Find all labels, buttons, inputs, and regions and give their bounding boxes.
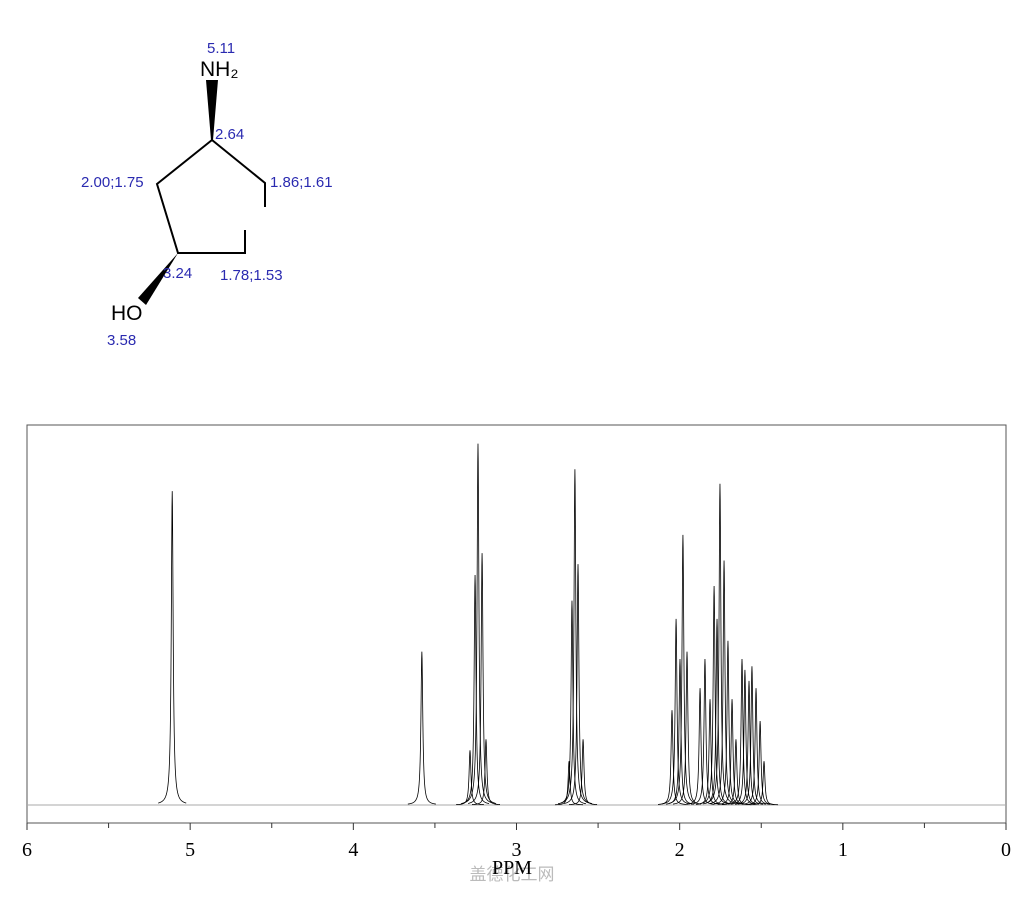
- shift-label: 3.24: [163, 265, 192, 282]
- peak: [463, 443, 493, 804]
- peak: [709, 560, 739, 804]
- x-axis-label: PPM: [492, 857, 532, 879]
- x-tick-label: 0: [1001, 839, 1011, 861]
- shift-label: 3.58: [107, 332, 136, 349]
- peak: [741, 688, 771, 805]
- x-tick-label: 4: [348, 839, 358, 861]
- peak: [158, 491, 187, 804]
- peak: [560, 469, 590, 804]
- peak: [737, 666, 766, 805]
- peak: [662, 618, 691, 805]
- atom-label: NH₂: [200, 58, 238, 81]
- wedge-bond: [138, 253, 178, 305]
- peak: [668, 534, 698, 804]
- x-tick-label: 6: [22, 839, 32, 861]
- peak: [713, 640, 743, 805]
- shift-label: 2.00;1.75: [81, 174, 144, 191]
- x-tick-label: 5: [185, 839, 195, 861]
- peak: [471, 739, 501, 805]
- shift-label: 1.86;1.61: [270, 174, 333, 191]
- peak: [705, 483, 735, 804]
- peak: [750, 761, 779, 806]
- peak: [727, 658, 757, 805]
- peak: [569, 739, 598, 805]
- x-tick-label: 2: [675, 839, 685, 861]
- atom-label: HO: [111, 302, 143, 325]
- peak: [467, 553, 497, 804]
- peak: [555, 761, 584, 806]
- plot-frame: [26, 424, 1007, 824]
- peak: [455, 750, 485, 806]
- x-tick-label: 1: [838, 839, 848, 861]
- peak: [700, 585, 729, 805]
- shift-label: 5.11: [207, 40, 235, 57]
- shift-label: 1.78;1.53: [220, 267, 283, 284]
- peak: [407, 651, 436, 805]
- watermark: 盖德化工网: [470, 865, 555, 885]
- peak: [690, 658, 720, 805]
- peak: [563, 564, 593, 804]
- peak: [746, 721, 775, 805]
- peak: [686, 688, 715, 805]
- x-tick-label: 3: [512, 839, 522, 861]
- shift-label: 2.64: [215, 126, 244, 143]
- molecule: NH₂ HO 5.11 2.64 2.00;1.75 1.86;1.61 3.2…: [81, 40, 333, 349]
- peak: [730, 669, 759, 805]
- wedge-bond: [206, 80, 218, 140]
- bond: [211, 139, 266, 207]
